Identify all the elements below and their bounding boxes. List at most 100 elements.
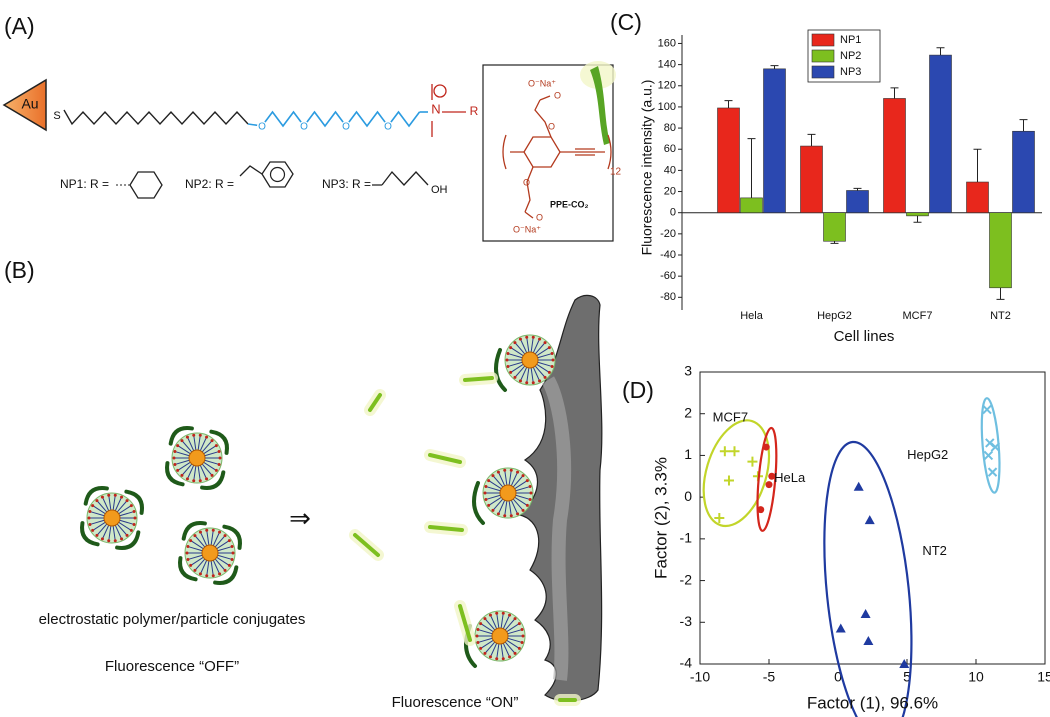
polymer-wrap [168,426,194,446]
point [747,456,758,467]
confidence-ellipse [756,426,778,532]
atom-label: O [342,122,350,133]
point [990,442,1001,452]
ligand [512,498,523,510]
ligand [536,347,549,357]
ligand-head [513,617,517,621]
ligand-head [173,450,177,454]
y-tick-label: -40 [660,249,676,261]
ligand [504,471,508,486]
ligand-head [491,508,495,512]
ligand-head [100,495,104,499]
ligand [193,436,197,451]
ligand [97,501,108,513]
y-axis-label: Fluorescence intensity (a.u.) [639,80,655,256]
ligand [195,536,206,548]
point [714,513,725,523]
bond [372,170,429,186]
ligand [502,643,510,657]
point [982,404,992,415]
ligand-head [525,503,529,507]
polymer-wrap [209,429,229,455]
bar [763,68,786,213]
ligand [530,367,534,382]
atom-label: S [53,110,60,122]
ligand [520,367,528,381]
particle-core [521,351,539,369]
ligand [116,523,127,535]
ligand-head [531,335,535,339]
point [987,467,998,477]
error-bar [1019,119,1028,132]
ligand-head [506,352,510,356]
ligand [175,459,190,465]
ligand [93,505,106,515]
ligand-head [185,477,189,481]
point [863,636,874,646]
ligand [515,343,526,355]
ligand-head [189,563,193,567]
x-tick-label: NT2 [990,310,1011,322]
particle-core [491,627,509,645]
ligand [206,531,210,546]
ligand-head [120,537,124,541]
ligand-head [521,508,525,512]
ligand [490,615,498,629]
error-bar [807,133,816,147]
ligand [511,363,524,373]
ligand [500,614,504,629]
ligand-head [193,568,197,572]
ligand-head [483,491,487,495]
ligand [200,560,208,574]
caption: Fluorescence “OFF” [105,658,239,675]
ligand-head [211,574,215,578]
ligand [508,361,523,367]
ligand-head [218,530,222,534]
ligand [502,615,510,629]
ligand [204,459,219,465]
ligand-head [205,477,209,481]
error-bar [724,100,733,108]
ligand [485,641,496,653]
error-bar [747,138,756,198]
ligand-head [205,435,209,439]
atom-label: O⁻Na⁺ [528,78,556,88]
ligand [510,500,518,514]
ligand-head [217,450,221,454]
ligand-head [230,545,234,549]
ligand-head [129,504,133,508]
ring [269,166,286,183]
ligand-head [509,346,513,350]
ligand-head [506,364,510,368]
ligand [93,521,106,531]
x-tick-label: 10 [968,669,984,685]
y-tick-label: 2 [684,404,692,420]
ligand [506,623,519,633]
polymer-wrap [115,530,141,550]
ring [261,161,294,188]
bar [989,212,1012,289]
ligand [498,500,506,514]
ligand-head [528,485,532,489]
point [835,623,846,633]
gold-wedge [2,78,47,132]
polymer-wrap [181,521,207,541]
ligand [537,353,552,359]
panel-label: (D) [622,377,654,403]
ligand [210,531,214,546]
atom-label: O [258,122,266,133]
polymer-wrap [200,470,226,490]
ligand-head [230,557,234,561]
y-tick-label: 1 [684,446,692,462]
ligand [493,498,504,510]
series-label: HeLa [774,470,806,485]
atom-bg [257,121,267,131]
ligand [534,365,545,377]
ligand [191,556,204,566]
atom-label: O⁻Na⁺ [513,224,541,234]
ligand [478,637,493,643]
ligand-head [484,497,488,501]
ligand-head [547,370,551,374]
atom-label: O [384,122,392,133]
